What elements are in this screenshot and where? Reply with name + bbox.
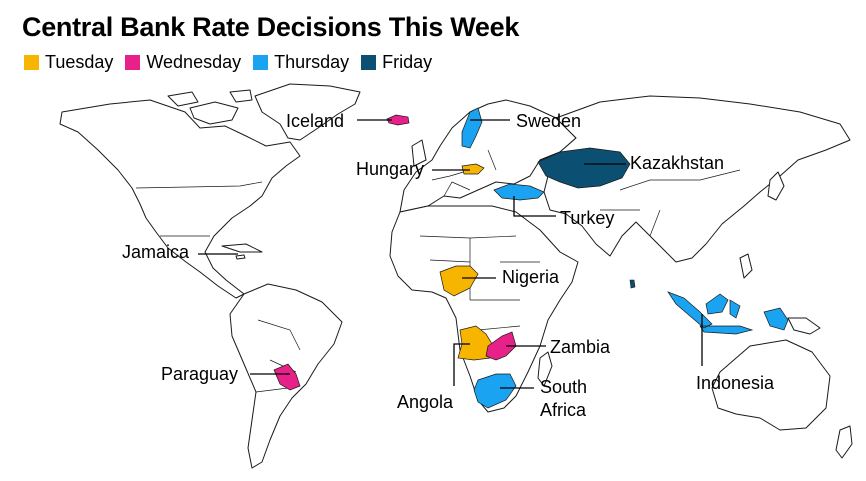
label-south-africa-line1: South bbox=[540, 377, 587, 397]
label-nigeria: Nigeria bbox=[502, 267, 560, 287]
legend-swatch-friday bbox=[361, 55, 377, 70]
japan bbox=[767, 171, 785, 201]
label-paraguay: Paraguay bbox=[161, 364, 238, 384]
jamaica bbox=[235, 254, 246, 260]
label-turkey: Turkey bbox=[560, 208, 614, 228]
turkey-shape bbox=[493, 183, 545, 201]
new-guinea bbox=[787, 317, 821, 335]
map-title: Central Bank Rate Decisions This Week bbox=[22, 12, 520, 42]
label-south-africa-line2: Africa bbox=[540, 400, 587, 420]
label-jamaica: Jamaica bbox=[122, 242, 190, 262]
zambia-shape bbox=[485, 331, 517, 361]
label-zambia: Zambia bbox=[550, 337, 611, 357]
label-hungary: Hungary bbox=[356, 159, 424, 179]
australia bbox=[711, 339, 831, 431]
label-angola: Angola bbox=[397, 392, 454, 412]
leader-angola bbox=[453, 343, 470, 386]
label-kazakhstan: Kazakhstan bbox=[630, 153, 724, 173]
legend-swatch-wednesday bbox=[125, 55, 141, 70]
legend-label-friday: Friday bbox=[382, 52, 433, 72]
angola-shape bbox=[457, 325, 493, 361]
sri-lanka-shape bbox=[629, 279, 636, 289]
madagascar bbox=[537, 351, 553, 387]
leader-turkey bbox=[513, 196, 556, 217]
paraguay-shape bbox=[273, 363, 301, 391]
legend-label-thursday: Thursday bbox=[274, 52, 350, 72]
south-africa-shape bbox=[473, 373, 517, 409]
legend-swatch-thursday bbox=[253, 55, 269, 70]
asia-borders bbox=[600, 169, 741, 237]
nigeria-shape bbox=[439, 265, 479, 297]
africa bbox=[389, 205, 579, 413]
sweden-shape bbox=[461, 107, 483, 149]
legend-label-wednesday: Wednesday bbox=[146, 52, 242, 72]
cuba bbox=[221, 243, 263, 253]
label-sweden: Sweden bbox=[516, 111, 581, 131]
legend-item-friday: Friday bbox=[361, 52, 432, 73]
north-america bbox=[59, 99, 301, 299]
hungary-shape bbox=[461, 163, 485, 175]
legend-item-wednesday: Wednesday bbox=[125, 52, 241, 73]
philippines bbox=[739, 253, 753, 279]
greenland bbox=[254, 83, 361, 141]
label-iceland: Iceland bbox=[286, 111, 344, 131]
us-canada-border bbox=[135, 181, 263, 237]
legend-label-tuesday: Tuesday bbox=[45, 52, 114, 72]
arctic-islands bbox=[167, 89, 253, 125]
legend-item-tuesday: Tuesday bbox=[24, 52, 113, 73]
legend-swatch-tuesday bbox=[24, 55, 39, 70]
uk bbox=[411, 139, 427, 167]
asia bbox=[539, 95, 851, 263]
new-zealand bbox=[835, 425, 853, 459]
legend: Tuesday Wednesday Thursday Friday bbox=[24, 52, 444, 73]
kazakhstan-shape bbox=[537, 147, 631, 189]
iceland-shape bbox=[386, 114, 410, 126]
indonesia-shape bbox=[667, 291, 789, 335]
label-indonesia: Indonesia bbox=[696, 373, 775, 393]
legend-item-thursday: Thursday bbox=[253, 52, 349, 73]
